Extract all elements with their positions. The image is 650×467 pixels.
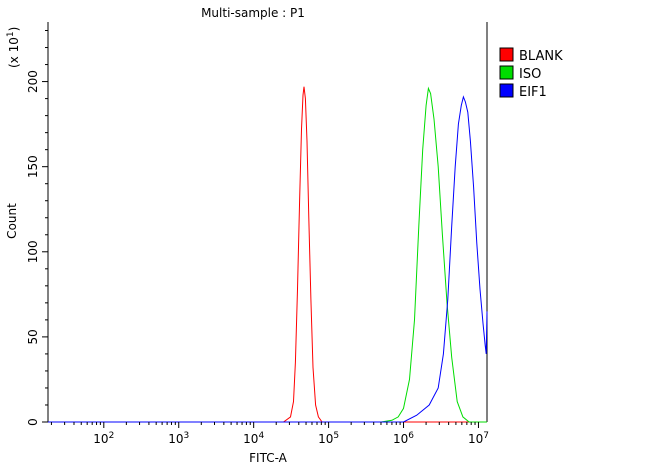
legend: BLANK ISO EIF1 bbox=[499, 47, 563, 100]
x-tick-label: 104 bbox=[243, 431, 264, 446]
y-multiplier-prefix: (x 10 bbox=[7, 37, 21, 68]
legend-item-eif1: EIF1 bbox=[499, 83, 547, 100]
legend-item-blank: BLANK bbox=[499, 47, 563, 64]
legend-swatch bbox=[499, 47, 514, 62]
legend-label: BLANK bbox=[519, 49, 563, 64]
series-line-iso bbox=[48, 86, 487, 423]
y-axis-label: Count bbox=[5, 203, 19, 239]
legend-item-iso: ISO bbox=[499, 65, 541, 82]
chart-title: Multi-sample : P1 bbox=[201, 6, 305, 20]
x-tick-label: 107 bbox=[468, 431, 489, 446]
legend-swatch bbox=[499, 83, 514, 98]
y-tick-label: 150 bbox=[26, 155, 40, 178]
series-line-blank bbox=[48, 86, 487, 423]
legend-label: ISO bbox=[519, 67, 541, 82]
legend-swatch bbox=[499, 65, 514, 80]
x-tick-label: 102 bbox=[93, 431, 114, 446]
y-multiplier-exponent: 1 bbox=[6, 31, 16, 37]
x-axis-label: FITC-A bbox=[249, 451, 288, 465]
y-tick-label: 0 bbox=[26, 418, 40, 426]
series-line-eif1 bbox=[48, 95, 488, 423]
series-layer bbox=[48, 86, 488, 423]
x-axis: 102 103 104 105 106 107 bbox=[50, 422, 489, 446]
plot-frame bbox=[47, 22, 488, 423]
y-tick-label: 200 bbox=[26, 70, 40, 93]
x-tick-label: 105 bbox=[318, 431, 339, 446]
y-multiplier-close: ) bbox=[7, 27, 21, 32]
x-tick-label: 106 bbox=[393, 431, 414, 446]
x-tick-label: 103 bbox=[168, 431, 189, 446]
y-tick-label: 50 bbox=[26, 329, 40, 344]
y-axis: 0 50 100 150 200 bbox=[26, 30, 48, 426]
y-tick-label: 100 bbox=[26, 240, 40, 263]
legend-label: EIF1 bbox=[519, 85, 547, 100]
y-axis-multiplier: (x 101) bbox=[6, 27, 21, 68]
